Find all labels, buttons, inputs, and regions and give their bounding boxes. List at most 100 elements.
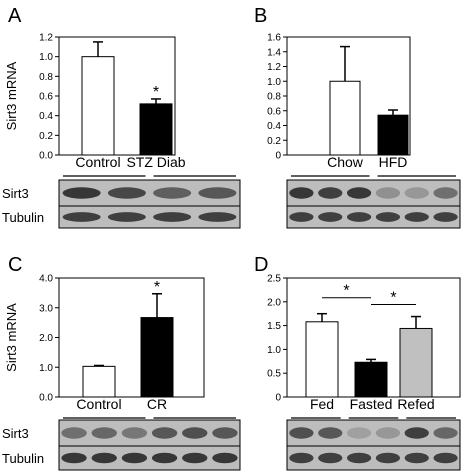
- blot-tubulin: [286, 205, 461, 229]
- category-label: Control: [76, 396, 121, 412]
- category-label: Chow: [327, 154, 364, 170]
- blot-band: [404, 427, 429, 439]
- panel-letter: B: [254, 5, 267, 27]
- blot-band: [182, 452, 208, 464]
- blot-band: [107, 212, 146, 222]
- significance-marker: *: [390, 290, 396, 307]
- y-tick-label: 0.2: [39, 131, 53, 142]
- blot-band: [433, 427, 458, 439]
- category-label: Control: [75, 154, 120, 170]
- blot-band: [107, 187, 146, 199]
- category-label: STZ Diab: [126, 154, 185, 170]
- significance-marker: *: [154, 279, 160, 296]
- bar-control: [82, 365, 116, 398]
- blot-band: [212, 452, 238, 464]
- y-tick-label: 1.0: [39, 363, 53, 374]
- blot-band: [404, 452, 429, 464]
- blot-label: Tubulin: [2, 210, 44, 225]
- y-tick-label: 2.0: [267, 297, 281, 308]
- y-tick-label: 0: [275, 393, 281, 404]
- blot-band: [91, 452, 117, 464]
- blot-band: [346, 427, 372, 439]
- blot-sirt3: [58, 179, 241, 207]
- blot-band: [289, 212, 314, 222]
- y-tick-label: 1.2: [267, 62, 281, 73]
- y-axis: 0.0 0.2 0.4 0.6 0.8 1.0 1.2: [39, 33, 176, 162]
- bar-fed: [305, 321, 339, 398]
- blot-strip: [286, 205, 461, 229]
- y-tick-label: 3.0: [39, 303, 53, 314]
- blot-band: [375, 187, 401, 199]
- blot-band: [433, 187, 458, 199]
- blot-label: Tubulin: [2, 451, 44, 466]
- blot-band: [62, 212, 101, 222]
- blot-label: Sirt3: [2, 186, 29, 201]
- bar-hfd: [377, 114, 409, 156]
- y-tick-label: 2.0: [39, 333, 53, 344]
- y-tick-label: 1.2: [39, 33, 53, 44]
- blot-band: [289, 452, 314, 464]
- category-label: CR: [147, 396, 167, 412]
- y-axis-label: Sirt3 mRNA: [4, 303, 19, 372]
- category-label: Fed: [310, 396, 334, 412]
- blot-band: [61, 427, 87, 439]
- blot-band: [151, 427, 178, 439]
- blot-band: [212, 427, 238, 439]
- blot-band: [346, 212, 372, 222]
- blot-band: [91, 427, 117, 439]
- y-tick-label: 0.4: [267, 121, 281, 132]
- blot-band: [289, 187, 314, 199]
- significance-marker: *: [153, 84, 159, 101]
- blot-band: [289, 427, 314, 439]
- blot-band: [433, 212, 458, 222]
- blot-band: [404, 187, 429, 199]
- y-tick-label: 0.8: [267, 92, 281, 103]
- blot-band: [182, 427, 208, 439]
- blot-band: [346, 187, 372, 199]
- blot-band: [61, 452, 87, 464]
- y-tick-label: 1.6: [267, 33, 281, 44]
- bar-cr: [140, 317, 174, 398]
- y-tick-label: 1.0: [267, 77, 281, 88]
- panel-letter: A: [8, 5, 22, 27]
- y-tick-label: 0.2: [267, 136, 281, 147]
- blot-band: [375, 452, 401, 464]
- significance-marker: *: [343, 283, 349, 300]
- blot-strip: [286, 445, 461, 471]
- blot-strip: [58, 205, 241, 229]
- y-axis: 0.0 1.0 2.0 3.0 4.0: [39, 274, 205, 404]
- y-tick-label: 0.0: [39, 151, 53, 162]
- blot-sirt3: [58, 419, 241, 447]
- y-tick-label: 0: [275, 151, 281, 162]
- blot-band: [318, 187, 343, 199]
- blot-band: [318, 427, 343, 439]
- blot-band: [198, 212, 237, 222]
- blot-band: [153, 212, 192, 222]
- blot-tubulin: [286, 445, 461, 471]
- blot-strip: [286, 419, 461, 447]
- blot-band: [151, 452, 178, 464]
- y-tick-label: 0.6: [39, 92, 53, 103]
- blot-band: [318, 452, 343, 464]
- blot-band: [62, 187, 101, 199]
- panel-letter: C: [8, 254, 22, 276]
- blot-band: [404, 212, 429, 222]
- y-tick-label: 0.0: [39, 393, 53, 404]
- category-label: Refed: [397, 396, 434, 412]
- category-label: HFD: [379, 154, 408, 170]
- bar-control: [81, 56, 115, 156]
- bar-stz-diab: [139, 103, 173, 156]
- panel-d: D 0 0.5 1.0 1.5 2.0 2.5 Fed Fasted Refed * *: [254, 254, 461, 471]
- panel-c: C 0.0 1.0 2.0 3.0 4.0 Sirt3 mRNA Control * CR Sirt…: [2, 254, 241, 471]
- blot-sirt3: [286, 179, 461, 207]
- bar-fasted: [354, 361, 388, 398]
- y-axis-label: Sirt3 mRNA: [4, 61, 19, 130]
- y-tick-label: 0.8: [39, 72, 53, 83]
- panel-a: A 0.0 0.2 0.4 0.6 0.8 1.0 1.2 Sirt3 mRNA Control *…: [2, 5, 241, 229]
- y-tick-label: 4.0: [39, 274, 53, 285]
- category-label: Fasted: [350, 396, 393, 412]
- blot-strip: [58, 419, 241, 447]
- blot-band: [375, 427, 401, 439]
- panel-b: B 0 0.2 0.4 0.6 0.8 1.0 1.2 1.4 1.6 Chow HFD: [254, 5, 461, 229]
